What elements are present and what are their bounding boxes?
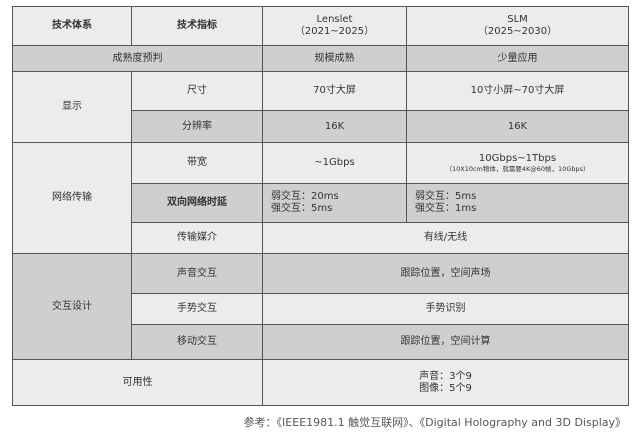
motion-value: 跟踪位置，空间计算 — [262, 324, 629, 360]
group-display: 显示 — [12, 71, 132, 143]
sound-label: 声音交互 — [131, 253, 263, 294]
availability-value: 声音：3个9 图像：5个9 — [262, 359, 629, 406]
motion-label: 移动交互 — [131, 324, 263, 360]
table-row: 网络传输 带宽 ~1Gbps 10Gbps~1Tbps （10X10cm物体，就需… — [12, 142, 629, 254]
table-row: 成熟度预判 规模成熟 少量应用 — [12, 45, 629, 72]
maturity-slm: 少量应用 — [406, 45, 629, 72]
availability-sound: 声音：3个9 — [419, 370, 472, 382]
header-lenslet: Lenslet （2021~2025） — [262, 6, 407, 46]
table-row: 手势交互 手势识别 — [13, 293, 629, 325]
maturity-label: 成熟度预判 — [12, 45, 263, 72]
latency-lenslet: 弱交互：20ms 强交互：5ms — [262, 183, 407, 223]
header-tech-system: 技术体系 — [12, 6, 132, 46]
bandwidth-lenslet: ~1Gbps — [262, 142, 407, 184]
sound-value: 跟踪位置，空间声场 — [262, 253, 629, 294]
gesture-label: 手势交互 — [131, 293, 263, 325]
table-row: 双向网络时延 弱交互：20ms 强交互：5ms 弱交互：5ms 强交互：1ms — [13, 183, 629, 223]
medium-value: 有线/无线 — [262, 222, 629, 254]
table-row: 显示 尺寸 70寸大屏 10寸小屏~70寸大屏 — [12, 71, 629, 143]
bandwidth-label: 带宽 — [131, 142, 263, 184]
latency-slm-strong: 强交互：1ms — [415, 203, 477, 214]
slm-title: SLM — [507, 14, 528, 25]
medium-label: 传输媒介 — [131, 222, 263, 254]
group-interaction: 交互设计 — [12, 253, 132, 360]
comparison-table: 技术体系 技术指标 Lenslet （2021~2025） SLM （2025~20… — [12, 6, 629, 406]
reference-note: 参考：《IEEE1981.1 触觉互联网》、《Digital Holograph… — [243, 416, 626, 429]
header-tech-indicator: 技术指标 — [131, 6, 263, 46]
resolution-lenslet: 16K — [262, 110, 407, 143]
table-row: 可用性 声音：3个9 图像：5个9 — [12, 359, 629, 406]
header-slm: SLM （2025~2030） — [406, 6, 629, 46]
bandwidth-slm-note: （10X10cm物体，就需要4K@60帧，10Gbps） — [445, 164, 590, 173]
gesture-value: 手势识别 — [262, 293, 629, 325]
bandwidth-slm-value: 10Gbps~1Tbps — [478, 152, 557, 164]
size-slm: 10寸小屏~70寸大屏 — [406, 71, 629, 111]
table-row: 分辨率 16K 16K — [13, 110, 629, 143]
size-label: 尺寸 — [131, 71, 263, 111]
latency-lenslet-weak: 弱交互：20ms — [271, 191, 339, 202]
maturity-lenslet: 规模成熟 — [262, 45, 407, 72]
availability-label: 可用性 — [12, 359, 263, 406]
group-network: 网络传输 — [12, 142, 132, 254]
table-row: 交互设计 声音交互 跟踪位置，空间声场 — [12, 253, 629, 360]
header-row: 技术体系 技术指标 Lenslet （2021~2025） SLM （2025~20… — [12, 6, 629, 46]
lenslet-years: （2021~2025） — [294, 26, 375, 37]
table-row: 移动交互 跟踪位置，空间计算 — [13, 324, 629, 360]
latency-slm-weak: 弱交互：5ms — [415, 191, 477, 202]
lenslet-title: Lenslet — [316, 14, 353, 25]
resolution-label: 分辨率 — [131, 110, 263, 143]
latency-slm: 弱交互：5ms 强交互：1ms — [406, 183, 629, 223]
resolution-slm: 16K — [406, 110, 629, 143]
latency-lenslet-strong: 强交互：5ms — [271, 203, 333, 214]
bandwidth-slm: 10Gbps~1Tbps （10X10cm物体，就需要4K@60帧，10Gbps） — [406, 142, 629, 184]
availability-image: 图像：5个9 — [419, 382, 472, 394]
slm-years: （2025~2030） — [477, 26, 558, 37]
latency-label: 双向网络时延 — [131, 183, 263, 223]
size-lenslet: 70寸大屏 — [262, 71, 407, 111]
